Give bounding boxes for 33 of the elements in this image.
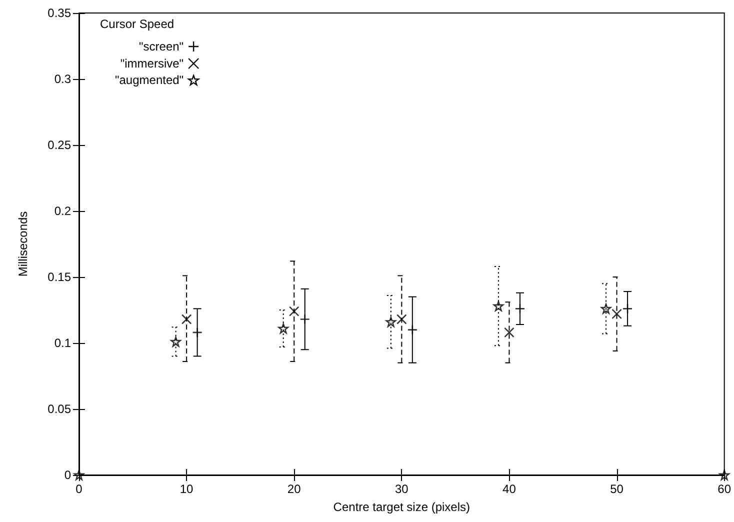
point	[612, 308, 622, 320]
x-tick-label: 30	[394, 482, 409, 496]
point	[719, 470, 730, 480]
y-tick-label: 0.05	[48, 402, 72, 416]
x-tick-label: 20	[287, 482, 302, 496]
point	[74, 470, 84, 480]
legend-label: "screen"	[139, 40, 184, 54]
legend-label: "immersive"	[120, 56, 184, 70]
y-tick-label: 0.2	[54, 204, 72, 218]
y-tick-label: 0.25	[48, 138, 72, 152]
point	[386, 316, 396, 328]
y-tick-label: 0.3	[54, 72, 72, 86]
point	[181, 314, 192, 324]
point	[396, 314, 407, 324]
point	[493, 300, 504, 312]
point	[278, 323, 289, 334]
legend-label: "augmented"	[114, 73, 184, 88]
point	[170, 336, 181, 347]
y-tick-label: 0.35	[48, 6, 72, 20]
point	[288, 306, 300, 316]
x-tick-label: 40	[502, 482, 516, 496]
y-tick-label: 0.15	[48, 270, 72, 284]
legend-title: Cursor Speed	[100, 17, 174, 31]
x-tick-label: 0	[76, 482, 83, 496]
point	[600, 304, 612, 314]
x-axis-title: Centre target size (pixels)	[333, 500, 470, 514]
x-tick-label: 60	[718, 482, 732, 496]
y-tick-label: 0.1	[54, 336, 72, 350]
x-tick-label: 10	[180, 482, 194, 496]
y-tick-label: 0	[64, 468, 72, 482]
y-axis-title: Milliseconds	[16, 211, 30, 277]
point	[504, 327, 514, 338]
x-tick-label: 50	[610, 482, 624, 496]
